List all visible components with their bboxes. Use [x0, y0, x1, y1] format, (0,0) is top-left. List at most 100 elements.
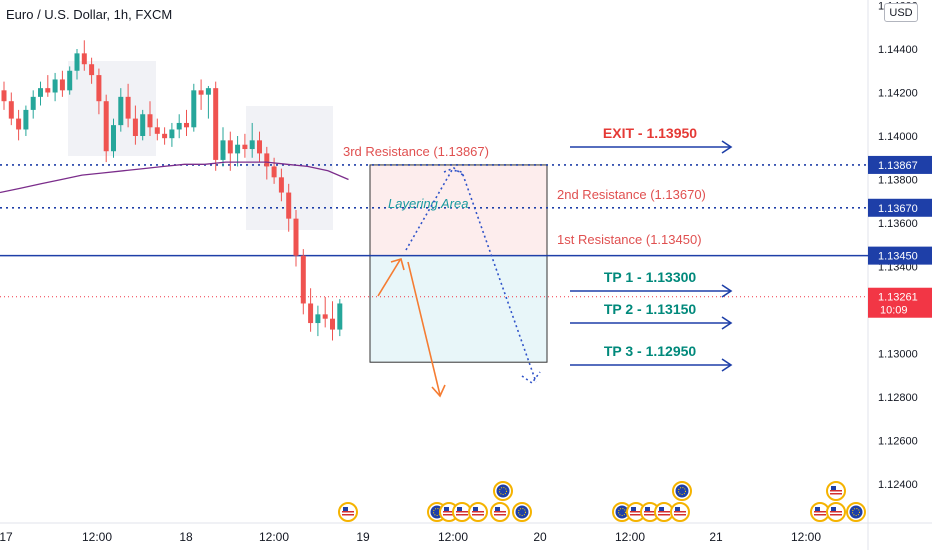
candle-body: [205, 88, 211, 95]
eu-flag-icon: [849, 505, 863, 519]
us-stripe-icon: [674, 514, 686, 516]
eu-flag-icon: [515, 505, 529, 519]
candle-body: [278, 177, 284, 193]
orange-down-arrow: [407, 261, 441, 396]
y-tick-label: 1.12400: [878, 479, 918, 491]
us-stripe-icon: [630, 511, 642, 513]
us-canton-icon: [495, 507, 500, 511]
us-canton-icon: [831, 507, 836, 511]
level-price-label: 1.13450: [878, 251, 918, 263]
candle-body: [191, 90, 197, 128]
candle-body: [184, 122, 189, 128]
us-stripe-icon: [644, 514, 656, 516]
candle-body: [227, 140, 233, 154]
y-tick-label: 1.14200: [878, 88, 918, 100]
x-tick-label: 21: [709, 530, 723, 544]
eu-flag-icon: [496, 484, 510, 498]
candle-body: [103, 101, 109, 152]
tp1-label: TP 1 - 1.13300: [604, 269, 697, 285]
candle-body: [45, 88, 51, 93]
y-tick-label: 1.13600: [878, 218, 918, 230]
candle-body: [235, 144, 241, 154]
projected-path-bottom: [521, 371, 541, 385]
candle-body: [111, 125, 116, 152]
x-tick-label: 20: [533, 530, 547, 544]
tp3-label: TP 3 - 1.12950: [604, 343, 697, 359]
us-stripe-icon: [658, 511, 670, 513]
us-canton-icon: [631, 507, 636, 511]
x-tick-label: 12:00: [791, 530, 821, 544]
lower-zone: [370, 255, 547, 363]
candle-body: [38, 88, 43, 97]
x-tick-label: 17: [0, 530, 13, 544]
target-arrow-head: [721, 316, 733, 330]
eu-flag-icon: [615, 505, 629, 519]
candle-body: [330, 318, 335, 330]
eu-stars-icon: [852, 508, 860, 516]
candle-body: [322, 314, 328, 319]
us-canton-icon: [675, 507, 680, 511]
candle-body: [132, 118, 138, 136]
eu-stars-icon: [618, 508, 626, 516]
eu-stars-icon: [499, 487, 507, 495]
y-tick-label: 1.12800: [878, 392, 918, 404]
currency-badge[interactable]: USD: [884, 3, 918, 22]
candle-body: [81, 53, 87, 65]
candle-body: [52, 79, 58, 93]
x-tick-label: 12:00: [438, 530, 468, 544]
candle-body: [8, 101, 14, 119]
x-tick-label: 18: [179, 530, 193, 544]
projected-path-peak: [443, 167, 465, 177]
exit-label: EXIT - 1.13950: [603, 125, 697, 141]
candle-body: [162, 133, 168, 139]
x-tick-label: 12:00: [615, 530, 645, 544]
candle-body: [67, 70, 73, 91]
y-tick-label: 1.13800: [878, 175, 918, 187]
us-stripe-icon: [456, 511, 468, 513]
eu-stars-icon: [678, 487, 686, 495]
us-canton-icon: [645, 507, 650, 511]
candle-body: [118, 96, 124, 126]
first-resistance-label: 1st Resistance (1.13450): [557, 232, 702, 247]
candle-body: [59, 79, 65, 91]
current-price-label: 1.13261: [878, 292, 918, 304]
us-stripe-icon: [456, 514, 468, 516]
orange-up-arrow-head: [390, 257, 405, 271]
us-stripe-icon: [814, 514, 826, 516]
target-arrow-head: [721, 284, 733, 298]
us-stripe-icon: [814, 511, 826, 513]
candle-body: [315, 314, 321, 324]
y-tick-label: 1.14000: [878, 131, 918, 143]
candle-body: [271, 166, 277, 178]
candle-body: [30, 96, 36, 110]
candle-body: [308, 303, 314, 324]
candle-body: [293, 218, 299, 256]
candle-body: [1, 90, 7, 102]
candle-body: [125, 96, 131, 119]
candle-body: [242, 144, 248, 150]
candle-body: [169, 129, 175, 139]
us-stripe-icon: [443, 511, 455, 513]
candle-body: [220, 140, 226, 160]
us-stripe-icon: [342, 511, 354, 513]
third-resistance-label: 3rd Resistance (1.13867): [343, 144, 489, 159]
us-stripe-icon: [658, 514, 670, 516]
us-stripe-icon: [494, 514, 506, 516]
us-stripe-icon: [630, 514, 642, 516]
candle-body: [257, 140, 262, 154]
orange-down-arrow-head: [431, 384, 446, 398]
us-canton-icon: [815, 507, 820, 511]
candle-body: [154, 127, 160, 134]
us-stripe-icon: [443, 514, 455, 516]
candle-body: [213, 88, 219, 160]
us-canton-icon: [831, 486, 836, 490]
candle-body: [286, 192, 292, 219]
chart-title: Euro / U.S. Dollar, 1h, FXCM: [6, 7, 173, 22]
candle-body: [96, 75, 102, 102]
candle-body: [198, 90, 204, 95]
candle-body: [74, 53, 80, 71]
us-stripe-icon: [472, 511, 484, 513]
level-price-badge: [868, 155, 932, 174]
level-price-label: 1.13670: [878, 203, 918, 215]
